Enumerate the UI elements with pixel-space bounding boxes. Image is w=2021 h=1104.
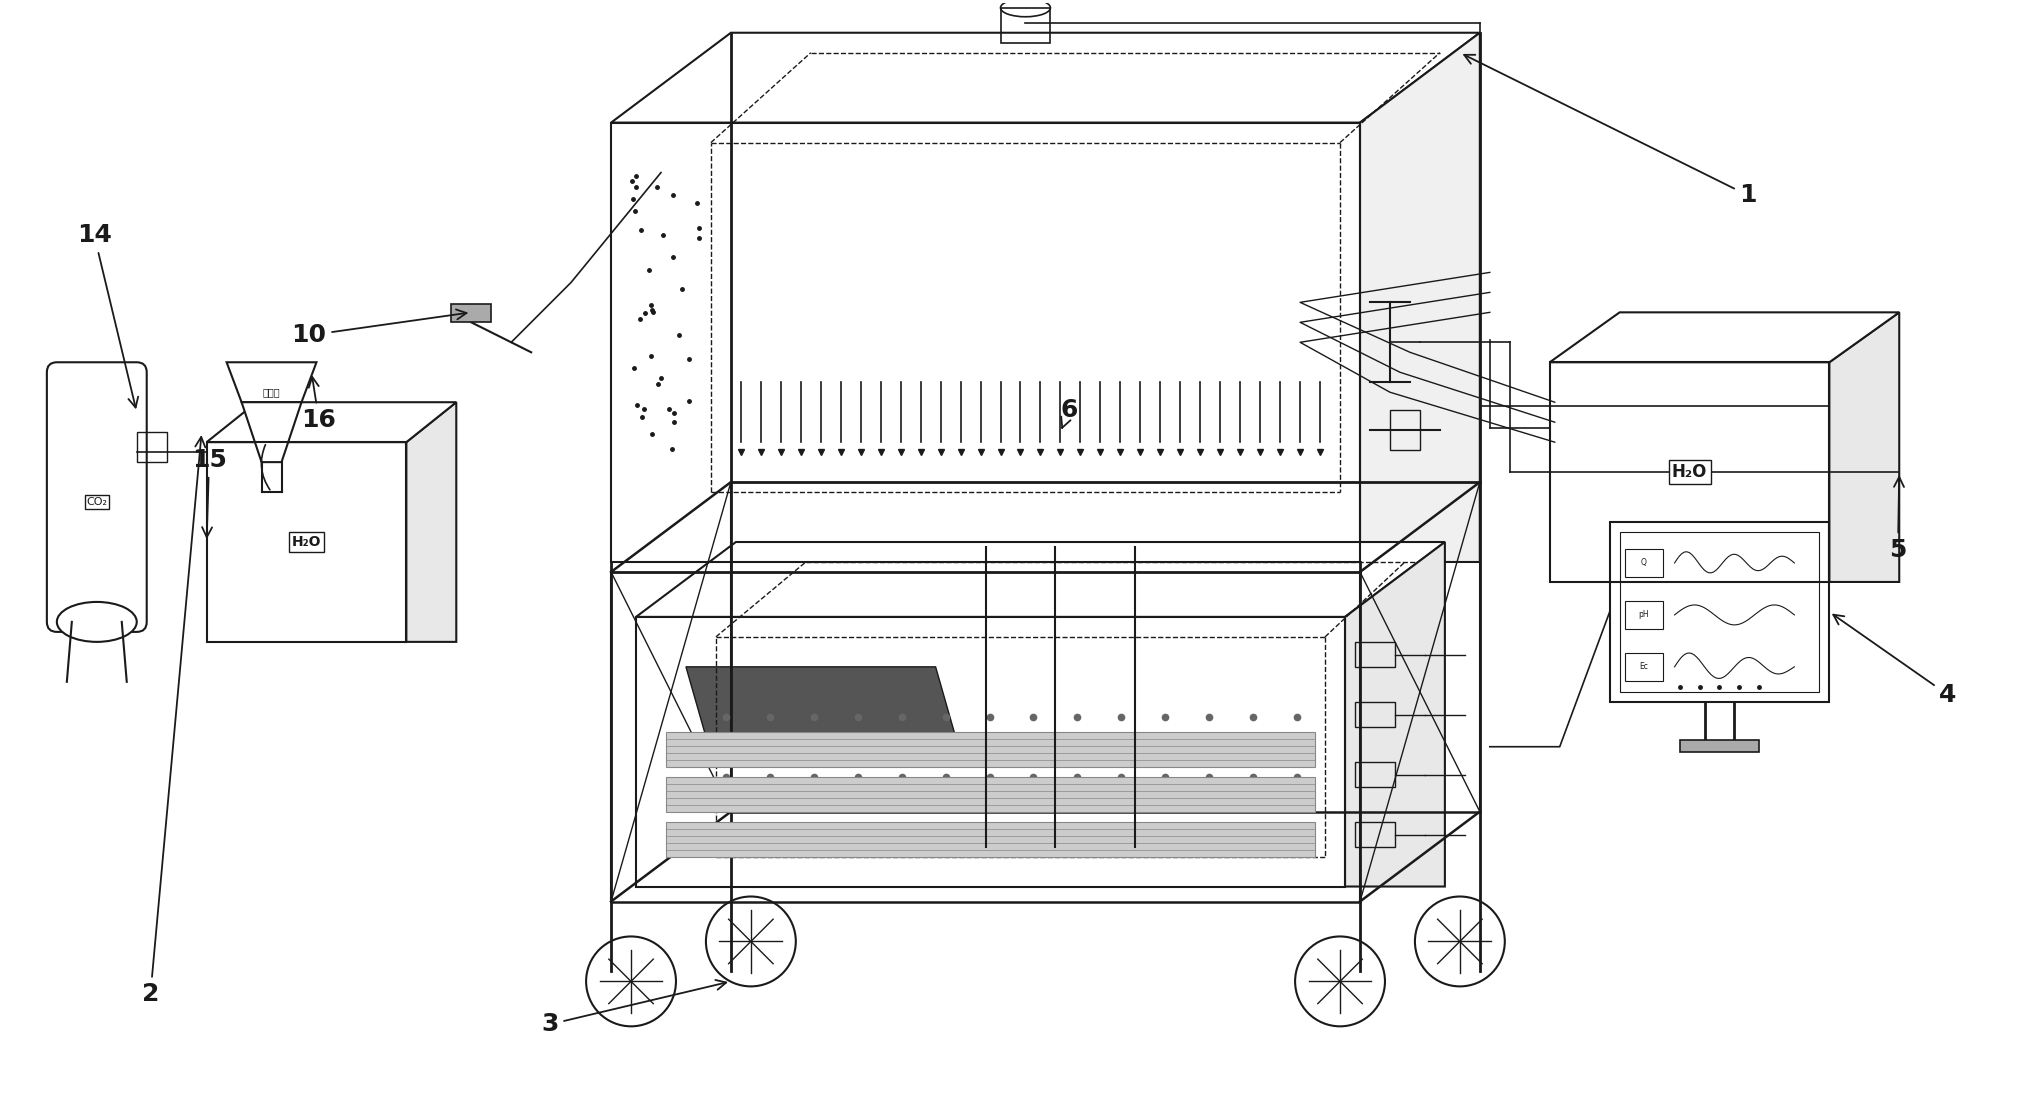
Text: 1: 1 xyxy=(1463,55,1756,208)
Bar xyxy=(1354,641,1394,667)
Text: 2: 2 xyxy=(141,437,206,1007)
Polygon shape xyxy=(1550,312,1900,362)
Bar xyxy=(451,305,491,322)
Polygon shape xyxy=(610,33,1479,123)
Bar xyxy=(1679,740,1760,752)
Polygon shape xyxy=(226,362,317,402)
FancyBboxPatch shape xyxy=(46,362,148,631)
Bar xyxy=(1550,362,1829,582)
Text: 14: 14 xyxy=(77,223,137,407)
Text: 5: 5 xyxy=(1890,477,1906,562)
Text: 10: 10 xyxy=(291,309,467,348)
Bar xyxy=(206,443,406,641)
Text: 16: 16 xyxy=(301,376,335,432)
Text: 6: 6 xyxy=(1061,399,1077,428)
Bar xyxy=(667,777,1316,811)
Bar xyxy=(1354,762,1394,787)
Bar xyxy=(610,123,1360,562)
Polygon shape xyxy=(685,667,956,736)
Bar xyxy=(1625,549,1663,577)
Polygon shape xyxy=(206,402,457,443)
Bar xyxy=(637,617,1346,887)
Bar xyxy=(137,432,166,463)
Polygon shape xyxy=(406,402,457,641)
Bar xyxy=(667,821,1316,857)
Polygon shape xyxy=(243,402,301,463)
Text: Ec: Ec xyxy=(1639,662,1647,671)
Text: H₂O: H₂O xyxy=(291,535,321,549)
Bar xyxy=(1609,522,1829,702)
Text: 4: 4 xyxy=(1833,615,1956,707)
Text: H₂O: H₂O xyxy=(1671,463,1708,481)
Polygon shape xyxy=(1346,542,1445,887)
Text: 15: 15 xyxy=(192,448,226,538)
Ellipse shape xyxy=(57,602,137,641)
Polygon shape xyxy=(1360,33,1479,562)
Bar xyxy=(667,732,1316,766)
Bar xyxy=(1619,532,1819,692)
Text: pH: pH xyxy=(1639,611,1649,619)
Text: 净水器: 净水器 xyxy=(263,388,281,397)
Text: 3: 3 xyxy=(542,980,726,1037)
Polygon shape xyxy=(637,542,1445,617)
Bar xyxy=(1625,601,1663,629)
Bar xyxy=(1354,702,1394,726)
Bar xyxy=(1000,8,1051,43)
Bar xyxy=(1390,411,1421,450)
Polygon shape xyxy=(1829,312,1900,582)
Text: Q: Q xyxy=(1641,559,1647,567)
Bar xyxy=(1625,652,1663,681)
Bar xyxy=(1354,821,1394,847)
Text: CO₂: CO₂ xyxy=(87,497,107,507)
